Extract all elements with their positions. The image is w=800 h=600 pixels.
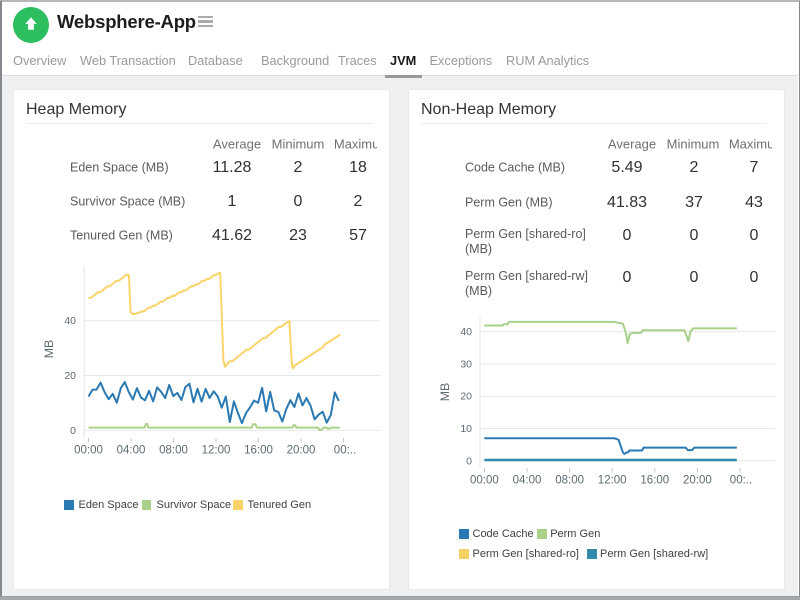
svg-text:00:00: 00:00 — [470, 474, 499, 486]
svg-text:20: 20 — [64, 370, 76, 382]
svg-text:04:00: 04:00 — [117, 445, 146, 457]
svg-text:10: 10 — [460, 423, 472, 435]
svg-text:20:00: 20:00 — [287, 445, 316, 457]
svg-text:0: 0 — [466, 455, 472, 467]
svg-text:0: 0 — [70, 425, 76, 437]
svg-text:00:..: 00:.. — [334, 445, 356, 457]
svg-text:MB: MB — [438, 383, 452, 402]
svg-text:08:00: 08:00 — [159, 445, 188, 457]
svg-text:16:00: 16:00 — [244, 445, 273, 457]
svg-text:MB: MB — [42, 340, 56, 359]
svg-text:08:00: 08:00 — [555, 474, 584, 486]
svg-text:12:00: 12:00 — [202, 445, 231, 457]
svg-text:20: 20 — [460, 391, 472, 403]
svg-text:12:00: 12:00 — [598, 474, 627, 486]
svg-text:00:00: 00:00 — [74, 445, 103, 457]
svg-text:30: 30 — [460, 358, 472, 370]
svg-text:00:..: 00:.. — [730, 474, 752, 486]
svg-text:04:00: 04:00 — [513, 474, 542, 486]
svg-text:40: 40 — [460, 326, 472, 338]
svg-text:20:00: 20:00 — [683, 474, 712, 486]
svg-text:16:00: 16:00 — [640, 474, 669, 486]
svg-text:40: 40 — [64, 315, 76, 327]
